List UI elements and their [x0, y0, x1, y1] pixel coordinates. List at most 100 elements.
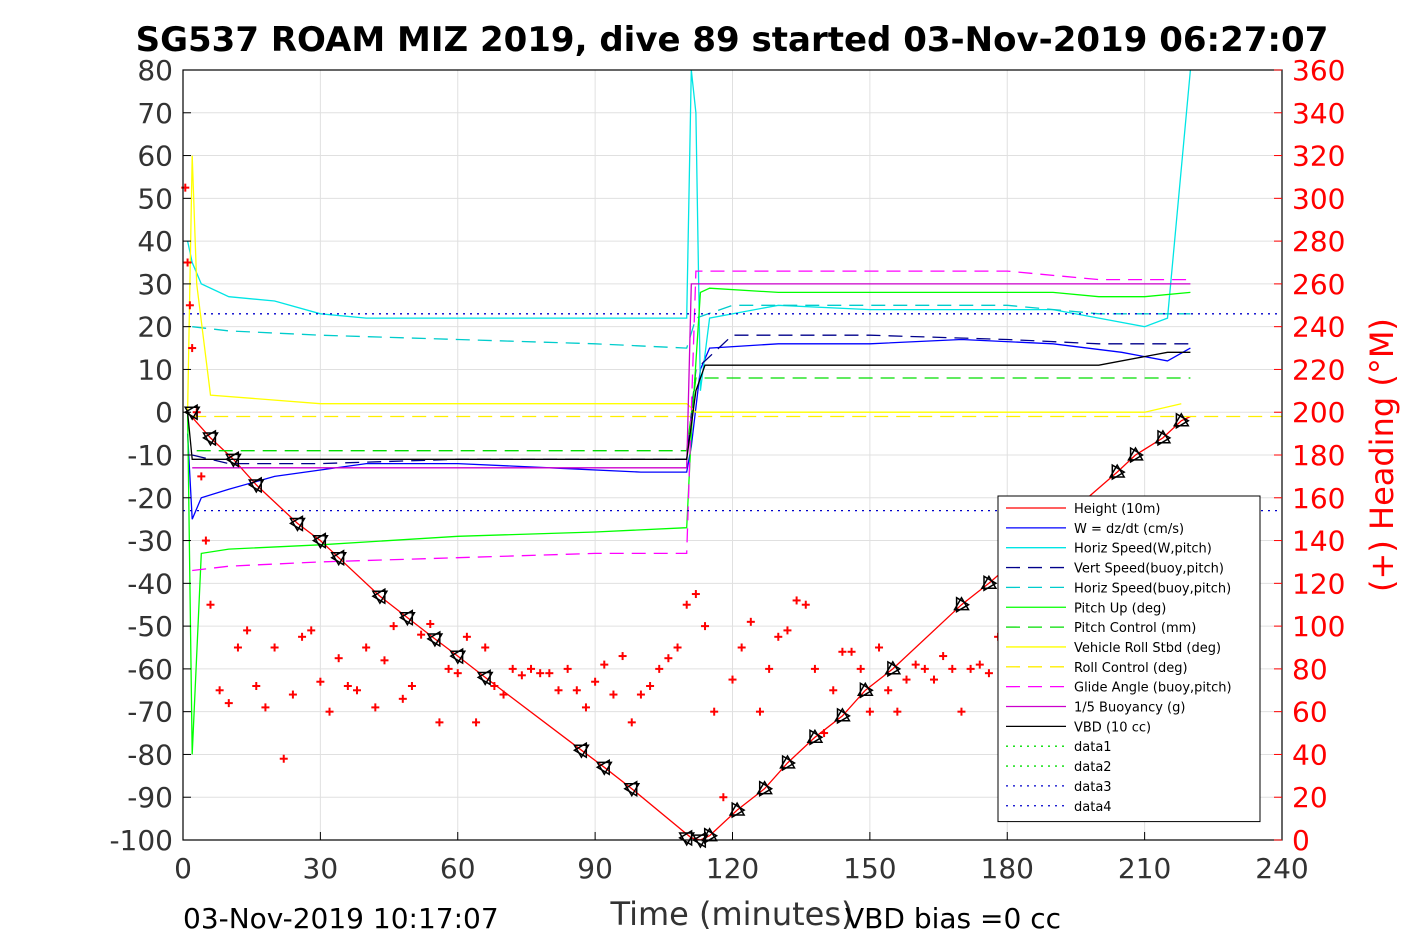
dive-marker [476, 669, 494, 686]
heading-point [243, 626, 252, 635]
y-right-tick-label: 140 [1292, 525, 1345, 558]
heading-point [765, 664, 774, 673]
climb-marker [856, 681, 874, 699]
heading-point [224, 699, 233, 708]
heading-point [691, 590, 700, 599]
legend-entry: Pitch Up (deg) [1074, 601, 1166, 616]
heading-point [600, 660, 609, 669]
heading-point [801, 600, 810, 609]
heading-point [920, 664, 929, 673]
heading-point [655, 664, 664, 673]
heading-point [792, 596, 801, 605]
y-axis-left: 80 70 60 50 40 30 20 10 0 -10 -20 -30 -40 -50 -60 -70 -8… [109, 54, 191, 857]
heading-point [215, 686, 224, 695]
y-tick-label: -40 [127, 567, 173, 600]
x-tick-label: 120 [706, 852, 759, 885]
series-line-1 [186, 338, 1191, 520]
legend-entry: Height (10m) [1074, 502, 1160, 517]
heading-point [609, 690, 618, 699]
heading-point [746, 617, 755, 626]
x-axis-label: Time (minutes) [610, 895, 854, 933]
heading-point [371, 703, 380, 712]
heading-point [362, 643, 371, 652]
y-right-tick-label: 40 [1292, 738, 1328, 771]
chart-title: SG537 ROAM MIZ 2019, dive 89 started 03-… [136, 20, 1329, 60]
x-tick-label: 210 [1118, 852, 1171, 885]
heading-point [298, 632, 307, 641]
legend-entry: Horiz Speed(buoy,pitch) [1074, 581, 1231, 596]
legend: Height (10m) W = dz/dt (cm/s) Horiz Speed(… [997, 495, 1261, 823]
heading-point [902, 675, 911, 684]
heading-point [261, 703, 270, 712]
y-tick-label: -60 [127, 653, 173, 686]
dive-marker [398, 609, 416, 627]
heading-point [334, 654, 343, 663]
heading-point [435, 718, 444, 727]
y-right-tick-label: 280 [1292, 225, 1345, 258]
climb-marker [1172, 412, 1190, 430]
y-right-tick-label: 60 [1292, 696, 1328, 729]
y-tick-label: 40 [137, 225, 173, 258]
heading-point [737, 643, 746, 652]
heading-point [957, 707, 966, 716]
x-tick-label: 30 [303, 852, 339, 885]
x-tick-label: 90 [577, 852, 613, 885]
heading-point [197, 472, 206, 481]
series-line-3 [192, 334, 1191, 465]
legend-entry: Pitch Control (mm) [1074, 621, 1196, 636]
y-right-tick-label: 320 [1292, 140, 1345, 173]
dive-marker [202, 429, 219, 447]
dive-marker [224, 450, 242, 468]
series-line-9 [192, 270, 1191, 572]
dive-marker [330, 549, 348, 567]
heading-point [810, 664, 819, 673]
y-tick-label: 10 [137, 353, 173, 386]
x-tick-label: 240 [1255, 852, 1308, 885]
y-tick-label: 70 [137, 97, 173, 130]
heading-point [508, 664, 517, 673]
heading-point [627, 718, 636, 727]
heading-point [316, 677, 325, 686]
x-tick-label: 60 [440, 852, 476, 885]
heading-point [288, 690, 297, 699]
x-tick-label: 0 [174, 852, 192, 885]
legend-entry: data2 [1074, 760, 1112, 775]
heading-point [343, 682, 352, 690]
y-tick-label: -70 [127, 696, 173, 729]
y-right-tick-label: 160 [1292, 482, 1345, 515]
dive-marker [449, 647, 467, 665]
heading-point [838, 647, 847, 656]
legend-box [997, 495, 1261, 823]
heading-point [948, 664, 957, 673]
heading-point [325, 707, 334, 716]
y-right-tick-label: 220 [1292, 353, 1345, 386]
heading-point [581, 703, 590, 712]
legend-entry: Horiz Speed(W,pitch) [1074, 542, 1212, 557]
heading-point [829, 686, 838, 695]
y-right-tick-label: 120 [1292, 567, 1345, 600]
heading-point [279, 754, 288, 763]
climb-marker [953, 596, 970, 614]
x-axis: 0 30 60 90 120 150 180 210 240 [174, 832, 1309, 885]
y-axis-right: 3603403203002802602402202001801601401201… [1274, 54, 1345, 857]
heading-point [591, 677, 600, 686]
dive-marker [371, 587, 389, 605]
y-right-tick-label: 360 [1292, 54, 1345, 87]
heading-point [527, 664, 536, 673]
climb-marker [980, 574, 998, 592]
y-right-tick-label: 0 [1292, 824, 1310, 857]
dive-markers [183, 403, 1190, 849]
heading-point [426, 619, 435, 628]
heading-point [307, 626, 316, 635]
heading-point [847, 647, 856, 656]
y-right-tick-label: 80 [1292, 653, 1328, 686]
heading-point [183, 258, 192, 267]
heading-point [389, 622, 398, 631]
heading-point [701, 622, 710, 631]
heading-point [188, 344, 197, 353]
heading-trace [181, 183, 1003, 802]
heading-point [939, 652, 948, 661]
y-right-tick-label: 340 [1292, 97, 1345, 130]
heading-point [270, 643, 279, 652]
